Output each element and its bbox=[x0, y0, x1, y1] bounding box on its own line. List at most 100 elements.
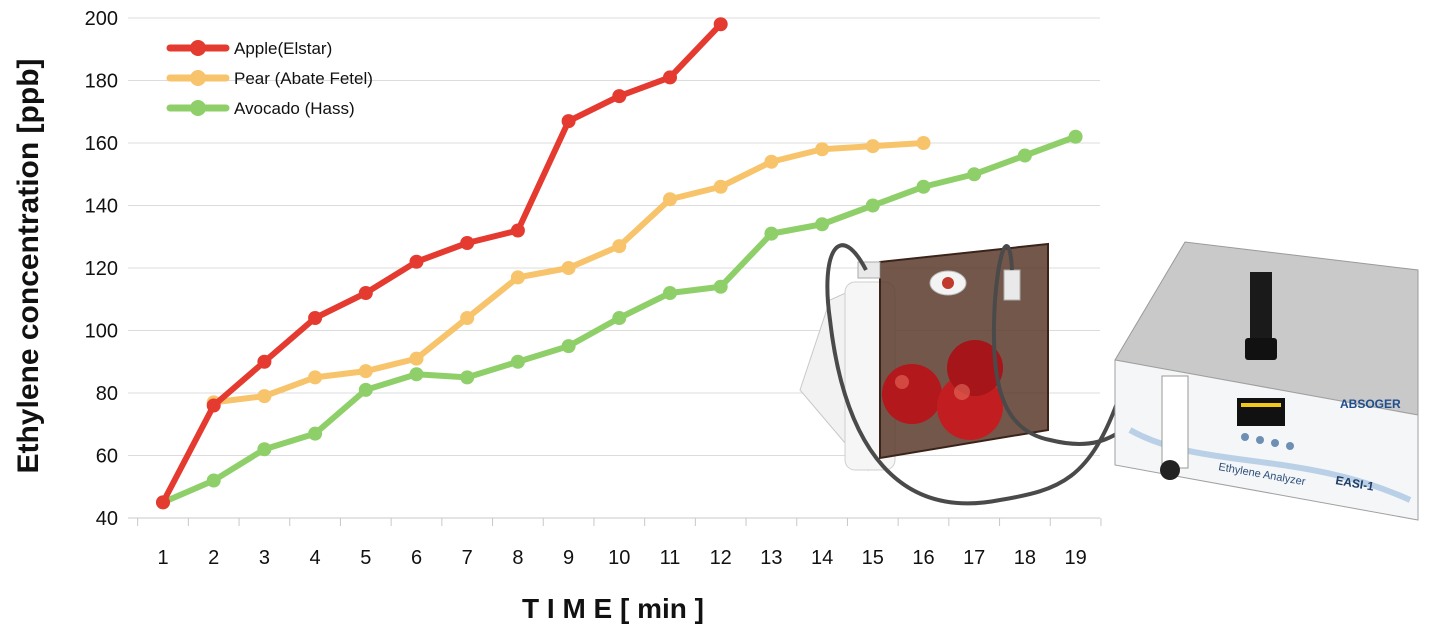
x-tick-label: 14 bbox=[811, 547, 833, 569]
data-point bbox=[764, 226, 779, 241]
data-point bbox=[460, 236, 475, 250]
data-point bbox=[612, 89, 627, 104]
x-tick-label: 18 bbox=[1014, 547, 1036, 569]
x-tick-label: 5 bbox=[360, 547, 371, 569]
data-point bbox=[663, 286, 677, 300]
x-tick-label: 10 bbox=[608, 547, 630, 569]
legend-label: Pear (Abate Fetel) bbox=[234, 69, 373, 88]
y-tick-label: 140 bbox=[85, 196, 118, 218]
x-tick-label: 16 bbox=[912, 547, 934, 569]
y-tick-labels: 40 60 80 100 120 140 160 180 200 bbox=[85, 8, 118, 530]
legend-label: Avocado (Hass) bbox=[234, 99, 355, 118]
data-point bbox=[409, 351, 424, 366]
data-point bbox=[561, 114, 576, 129]
data-point bbox=[358, 364, 373, 379]
data-point bbox=[764, 154, 779, 169]
y-axis-title: Ethylene concentration [ppb] bbox=[12, 58, 45, 473]
x-tick-label: 19 bbox=[1064, 547, 1086, 569]
grid-lines bbox=[128, 17, 1102, 526]
legend: Apple(Elstar) Pear (Abate Fetel) Avocado (… bbox=[166, 39, 373, 118]
x-tick-labels: 1 2 3 4 5 6 7 8 9 10 11 12 13 14 15 16 17 18 19 bbox=[157, 547, 1086, 569]
data-point bbox=[815, 142, 830, 157]
y-tick-label: 200 bbox=[85, 8, 118, 30]
data-point bbox=[561, 261, 576, 275]
data-point bbox=[510, 223, 525, 238]
x-tick-label: 2 bbox=[208, 547, 219, 569]
data-point bbox=[308, 426, 323, 441]
data-point bbox=[916, 136, 931, 150]
data-point bbox=[865, 198, 880, 213]
x-tick-label: 15 bbox=[862, 547, 884, 569]
data-point bbox=[612, 311, 627, 325]
data-point bbox=[713, 279, 728, 294]
y-tick-label: 80 bbox=[96, 383, 118, 405]
series-1 bbox=[206, 136, 931, 410]
x-tick-label: 13 bbox=[760, 547, 782, 569]
apple-3 bbox=[947, 340, 1003, 396]
x-tick-label: 1 bbox=[157, 547, 168, 569]
data-point bbox=[916, 179, 931, 194]
x-axis-title: T I M E [ min ] bbox=[522, 593, 704, 624]
data-point bbox=[460, 311, 475, 325]
apple-1 bbox=[882, 364, 942, 424]
data-point bbox=[1017, 148, 1032, 163]
data-point bbox=[865, 139, 880, 154]
x-tick-label: 4 bbox=[310, 547, 321, 569]
legend-item: Avocado (Hass) bbox=[166, 99, 355, 118]
analyzer-box: ABSOGER Ethylene Analyzer EASI-1 bbox=[1114, 241, 1419, 521]
x-tick-label: 17 bbox=[963, 547, 985, 569]
legend-swatch-marker bbox=[190, 70, 206, 86]
data-point bbox=[510, 354, 525, 369]
y-tick-label: 100 bbox=[85, 321, 118, 343]
data-point bbox=[967, 167, 982, 182]
y-tick-label: 160 bbox=[85, 133, 118, 155]
data-point bbox=[308, 370, 323, 385]
x-tick-label: 3 bbox=[259, 547, 270, 569]
data-point bbox=[206, 398, 221, 413]
data-point bbox=[460, 370, 475, 385]
data-point bbox=[713, 179, 728, 194]
y-tick-label: 120 bbox=[85, 258, 118, 280]
x-tick-label: 8 bbox=[512, 547, 523, 569]
analyzer-photo: ABSOGER Ethylene Analyzer EASI-1 bbox=[799, 241, 1419, 521]
legend-swatch-marker bbox=[190, 100, 206, 116]
y-tick-label: 40 bbox=[96, 508, 118, 530]
series-0 bbox=[156, 17, 728, 510]
data-point bbox=[561, 339, 576, 354]
device-model: EASI-1 bbox=[1334, 473, 1375, 494]
x-tick-label: 11 bbox=[660, 547, 681, 569]
data-point bbox=[358, 286, 373, 300]
legend-item: Apple(Elstar) bbox=[166, 39, 332, 58]
data-point bbox=[409, 254, 424, 269]
series-lines bbox=[156, 17, 1083, 510]
series-2 bbox=[156, 129, 1083, 510]
legend-label: Apple(Elstar) bbox=[234, 39, 332, 58]
x-tick-label: 6 bbox=[411, 547, 422, 569]
data-point bbox=[713, 17, 728, 32]
tube-2 bbox=[991, 244, 1132, 447]
data-point bbox=[409, 367, 424, 382]
data-point bbox=[358, 382, 373, 397]
data-point bbox=[206, 473, 221, 488]
x-tick-label: 7 bbox=[462, 547, 473, 569]
data-point bbox=[815, 217, 830, 232]
data-point bbox=[663, 192, 677, 207]
data-point bbox=[308, 311, 323, 325]
data-point bbox=[663, 70, 677, 85]
device-brand: ABSOGER bbox=[1340, 397, 1401, 411]
data-point bbox=[257, 442, 272, 457]
series-line bbox=[160, 21, 724, 506]
data-point bbox=[257, 354, 272, 369]
tube-1 bbox=[825, 243, 1122, 506]
data-point bbox=[612, 239, 627, 254]
data-point bbox=[510, 270, 525, 285]
legend-swatch-marker bbox=[190, 40, 206, 56]
y-tick-label: 180 bbox=[85, 71, 118, 93]
x-tick-label: 9 bbox=[563, 547, 574, 569]
x-tick-label: 12 bbox=[710, 547, 732, 569]
data-point bbox=[1068, 129, 1083, 144]
data-point bbox=[156, 495, 170, 510]
legend-item: Pear (Abate Fetel) bbox=[166, 69, 373, 88]
y-tick-label: 60 bbox=[96, 446, 118, 468]
